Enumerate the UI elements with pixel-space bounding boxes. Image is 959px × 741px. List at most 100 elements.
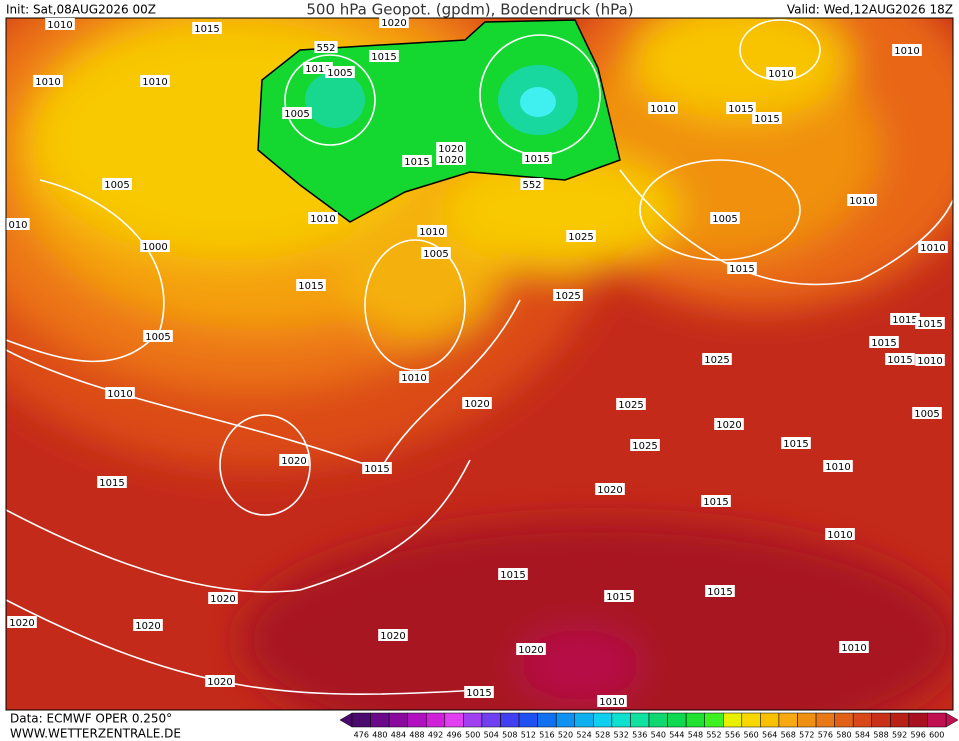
isobar-label-box [7,616,37,628]
init-time: Init: Sat,08AUG2026 00Z [6,3,156,17]
isobar-label-box [33,75,63,87]
colorbar-swatch [741,712,761,728]
isobar-label-box [308,212,338,224]
isobar-label: 1005 [327,68,352,79]
isobar-label-box [143,330,173,342]
isobar-label: 1015 [729,264,754,275]
isobar-label: 1015 [466,688,491,699]
isobar-label: 1010 [305,64,330,75]
valid-time: Valid: Wed,12AUG2026 18Z [787,3,953,17]
map-frame [5,17,954,711]
isobar-label: 1010 [47,20,72,31]
colorbar-swatch [500,712,520,728]
isobar-label: 1015 [524,154,549,165]
isobar-label: 1010 [827,530,852,541]
isobar-label: 552 [316,43,335,54]
colorbar-swatch [778,712,798,728]
isobar-label-box [105,387,135,399]
colorbar-swatch [426,712,446,728]
isobar-label: 1020 [716,420,741,431]
isobar-label: 1020 [518,645,543,656]
isobar-label-box [912,407,942,419]
isobar-label-box [362,462,392,474]
isobar-label: 1015 [703,497,728,508]
isobar-label: 1015 [298,281,323,292]
colorbar-label: 500 [465,731,480,740]
isobar-label: 1020 [380,631,405,642]
colorbar: 476 480 484 488 492 496 500 504 508 512 516 520 524 5… [339,712,959,740]
isobar-label-box [825,528,855,540]
isobar-label: 1015 [892,315,917,326]
colorbar-swatch [760,712,780,728]
isobar-label-box [522,152,552,164]
colorbar-label: 476 [354,731,369,740]
isobar-label: 1015 [606,592,631,603]
colorbar-label: 532 [614,731,629,740]
isobar-label: 1020 [135,621,160,632]
colorbar-swatch [407,712,427,728]
isobar-label: 1020 [207,677,232,688]
isobar-label-box [553,289,583,301]
isobar-label: 1025 [568,232,593,243]
colorbar-swatch [630,712,650,728]
low-center [305,72,365,128]
colorbar-label: 580 [836,731,851,740]
isobar-label-box [918,241,948,253]
isobar-label-box [726,102,756,114]
isobar-label-box [140,75,170,87]
isobar-label: 1010 [419,227,444,238]
isobar-label: 1020 [381,18,406,29]
colorbar-label: 496 [446,731,461,740]
isobar-label: 1010 [841,643,866,654]
colorbar-swatch [723,712,743,728]
isobar-label-box [701,495,731,507]
colorbar-swatch [388,712,408,728]
isobar-label: 1010 [849,196,874,207]
isobar-label: 010 [8,220,27,231]
isobar-label-box [279,454,309,466]
isobar-label: 1015 [404,157,429,168]
isobar-label-box [823,460,853,472]
isobar-label: 1010 [401,373,426,384]
isobar-label: 1010 [650,104,675,115]
colorbar-swatch [611,712,631,728]
isobar-label-box [847,194,877,206]
colorbar-label: 600 [929,731,944,740]
isobar-label: 1025 [618,400,643,411]
isobar-label: 1010 [920,243,945,254]
colorbar-label: 584 [855,731,870,740]
isobar-label-box [378,629,408,641]
isobar-label-box [436,153,466,165]
colorbar-label: 516 [539,731,554,740]
isobar-label-box [520,178,544,190]
colorbar-swatch [537,712,557,728]
isobar-label: 552 [522,180,541,191]
colorbar-arrow [339,712,353,728]
isobar-label: 1010 [35,77,60,88]
isobar-label: 1010 [310,214,335,225]
isobar-label-box [6,218,30,230]
isobar-label: 1020 [597,485,622,496]
isobar-label-box [595,483,625,495]
colorbar-label: 576 [818,731,833,740]
isobar-label-box [839,641,869,653]
colorbar-swatch [834,712,854,728]
isobar-label-box [97,476,127,488]
isobar-label: 1015 [364,464,389,475]
site-url: WWW.WETTERZENTRALE.DE [10,727,181,741]
isobar-label-box [140,240,170,252]
isobar-label-box [421,247,451,259]
isobar-label-box [892,44,922,56]
isobar-label-box [752,112,782,124]
isobar-label: 1005 [284,109,309,120]
isobar-label: 1025 [632,441,657,452]
isobar-label: 1000 [142,242,167,253]
isobar-label: 1015 [871,338,896,349]
isobar-label-box [604,590,634,602]
colorbar-swatch [815,712,835,728]
colorbar-swatch [370,712,390,728]
colorbar-swatch [685,712,705,728]
colorbar-label: 556 [725,731,740,740]
isobar-label-box [45,18,75,30]
